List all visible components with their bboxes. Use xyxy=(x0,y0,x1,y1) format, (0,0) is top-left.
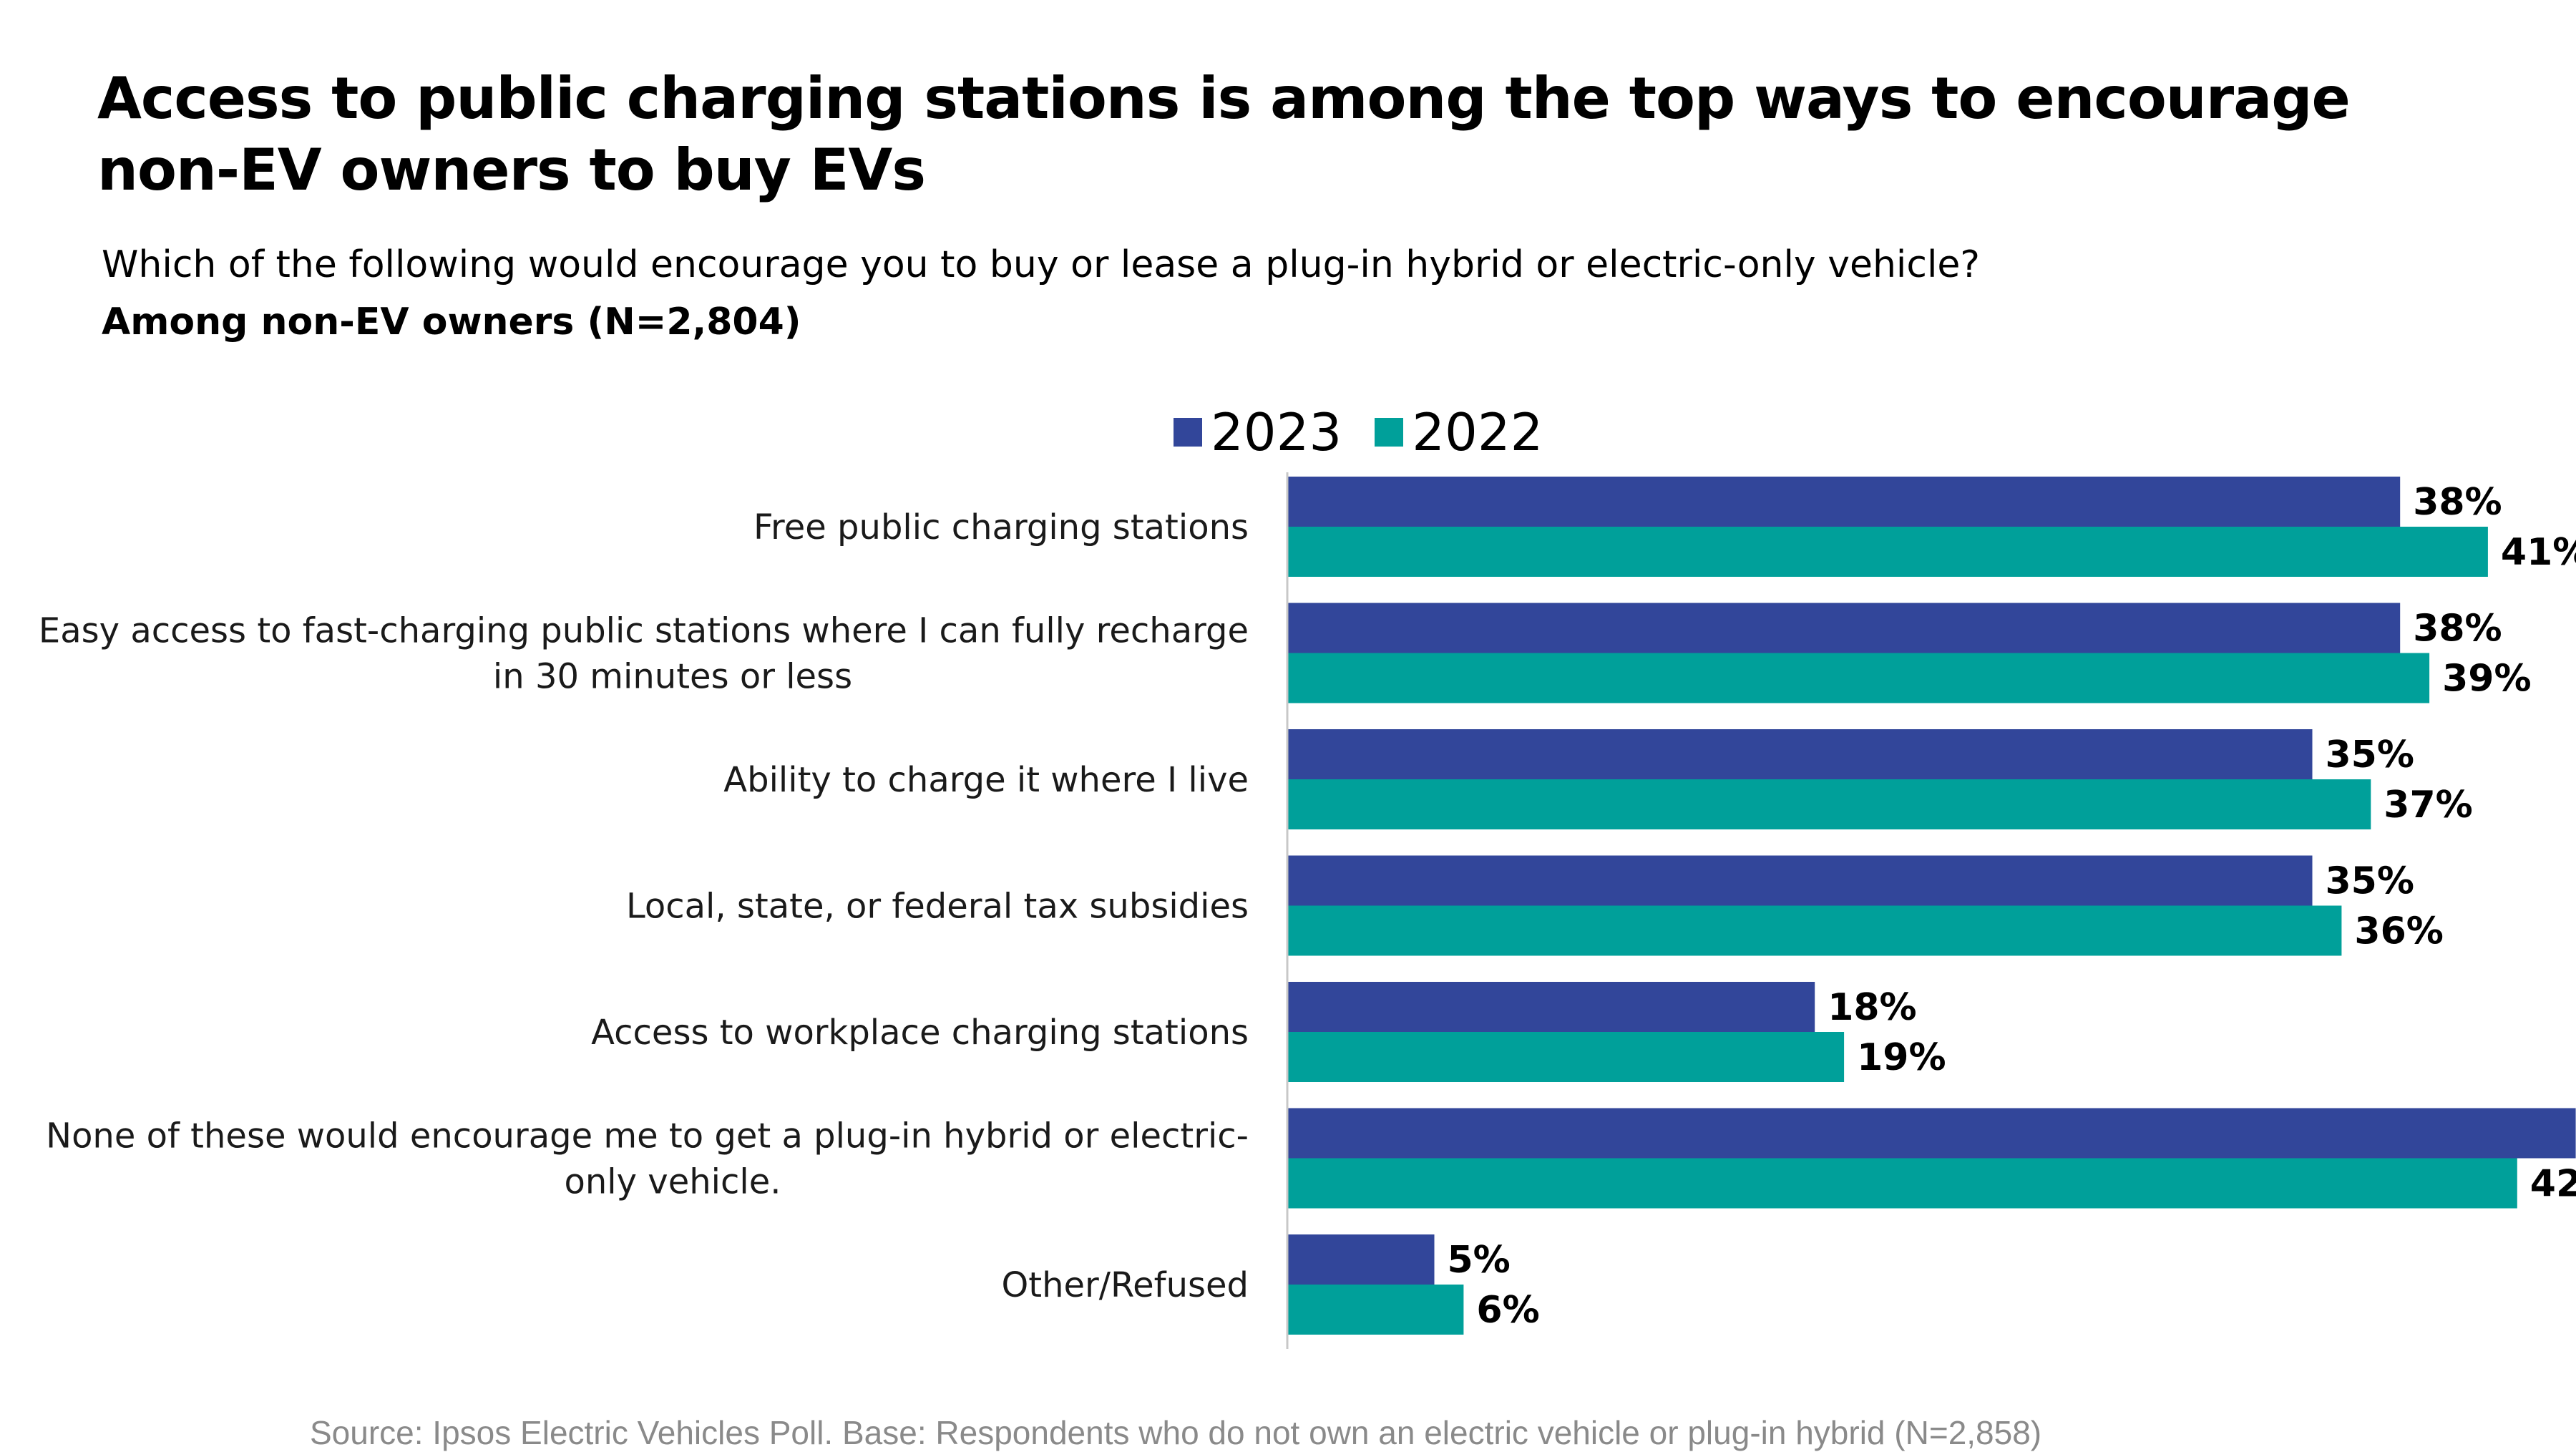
value-label-2023: 38% xyxy=(2413,608,2502,651)
legend-swatch-2022 xyxy=(1375,418,1404,447)
value-label-2022: 37% xyxy=(2384,784,2472,827)
chart-subtitle: Which of the following would encourage y… xyxy=(102,243,1981,286)
legend-label-2023: 2023 xyxy=(1211,402,1342,462)
bar-2022 xyxy=(1288,1032,1845,1082)
value-label-2022: 19% xyxy=(1857,1036,1946,1079)
legend-item-2022: 2022 xyxy=(1375,402,1543,462)
chart-legend: 2023 2022 xyxy=(1174,402,1576,462)
bar-2023 xyxy=(1288,1108,2576,1159)
chart-title: Access to public charging stations is am… xyxy=(97,65,2351,203)
base-note: Among non-EV owners (N=2,804) xyxy=(102,301,801,343)
legend-swatch-2023 xyxy=(1174,418,1202,447)
value-label-2023: 18% xyxy=(1828,986,1916,1029)
bar-2022 xyxy=(1288,905,2342,956)
value-label-2022: 6% xyxy=(1476,1289,1539,1332)
value-label-2023: 38% xyxy=(2413,481,2502,524)
category-label: Free public charging stations xyxy=(753,507,1249,547)
source-note: Source: Ipsos Electric Vehicles Poll. Ba… xyxy=(310,1414,2042,1451)
bar-2022 xyxy=(1288,1285,1464,1335)
bar-2023 xyxy=(1288,982,1815,1032)
bar-2022 xyxy=(1288,527,2488,577)
category-label: Ability to charge it where I live xyxy=(723,760,1249,800)
bar-2023 xyxy=(1288,1234,1435,1285)
value-label-2022: 41% xyxy=(2501,531,2576,574)
bar-2023 xyxy=(1288,603,2401,653)
value-label-2023: 5% xyxy=(1448,1239,1511,1282)
value-label-2022: 36% xyxy=(2354,910,2443,953)
category-label: in 30 minutes or less xyxy=(493,657,852,697)
value-label-2023: 35% xyxy=(2326,734,2414,776)
legend-item-2023: 2023 xyxy=(1174,402,1342,462)
category-label: only vehicle. xyxy=(565,1162,781,1202)
bar-2022 xyxy=(1288,653,2430,703)
category-label: Access to workplace charging stations xyxy=(591,1013,1249,1053)
category-label: None of these would encourage me to get … xyxy=(46,1116,1249,1156)
bar-2022 xyxy=(1288,1158,2517,1209)
value-label-2022: 39% xyxy=(2442,658,2531,701)
bar-2022 xyxy=(1288,779,2371,829)
value-label-2023: 35% xyxy=(2326,860,2414,903)
bar-2023 xyxy=(1288,729,2313,779)
legend-label-2022: 2022 xyxy=(1412,402,1543,462)
value-label-2022: 42% xyxy=(2530,1163,2576,1206)
bar-2023 xyxy=(1288,477,2401,527)
category-label: Local, state, or federal tax subsidies xyxy=(626,887,1249,927)
bar-2023 xyxy=(1288,855,2313,906)
category-label: Easy access to fast-charging public stat… xyxy=(39,611,1249,651)
category-label: Other/Refused xyxy=(1001,1265,1249,1305)
